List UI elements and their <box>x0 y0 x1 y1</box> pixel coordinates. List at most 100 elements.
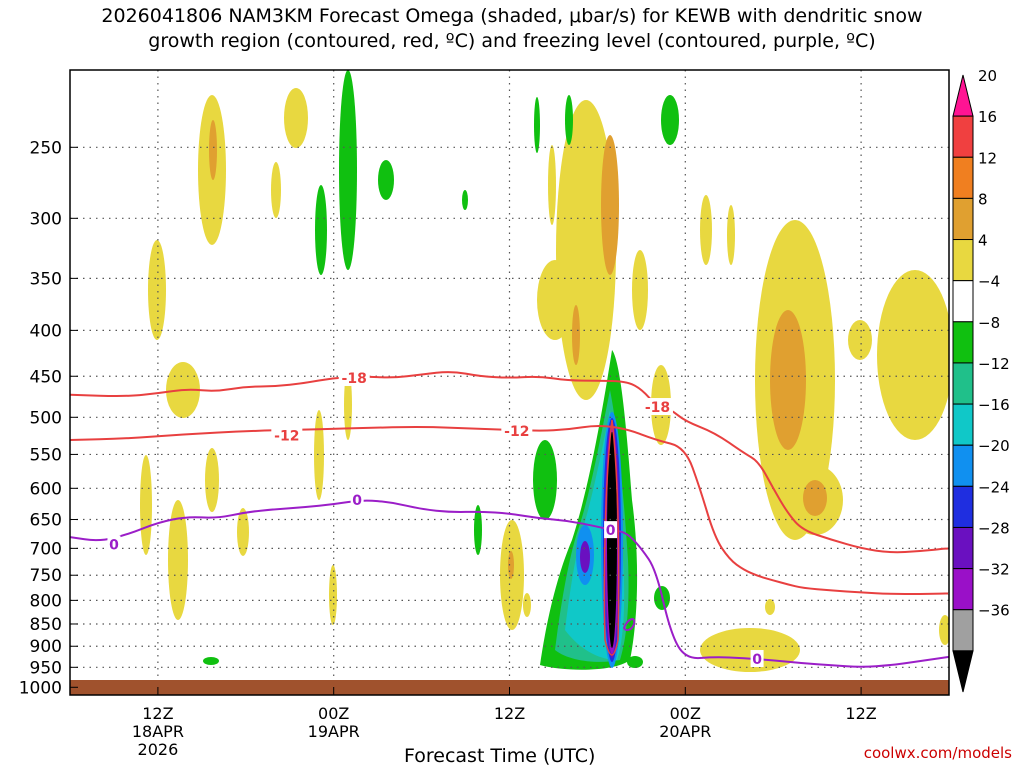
colorbar-swatch <box>952 115 974 158</box>
dgz-minus18-contour <box>70 371 949 554</box>
y-tick-label: 850 <box>30 615 62 635</box>
temperature-contours <box>70 371 949 668</box>
y-tick-label: 700 <box>30 539 62 559</box>
omega-blob <box>700 628 800 672</box>
colorbar-label: −20 <box>978 437 1010 455</box>
chart-title: 2026041806 NAM3KM Forecast Omega (shaded… <box>0 4 1024 54</box>
contour-label-bg <box>107 535 121 553</box>
omega-blob <box>548 145 556 225</box>
omega-blob <box>565 95 573 145</box>
contour-label: -12 <box>274 429 299 445</box>
y-tick-label: 950 <box>30 658 62 678</box>
colorbar-swatch <box>952 526 974 570</box>
omega-blob <box>344 370 352 440</box>
omega-blob <box>939 615 949 645</box>
colorbar-swatch <box>952 156 974 199</box>
omega-blob <box>148 240 166 340</box>
y-tick-label: 600 <box>30 479 62 499</box>
y-tick-label: 1000 <box>19 678 62 698</box>
contour-label-bg <box>350 490 364 508</box>
omega-blob <box>556 100 616 400</box>
colorbar-label: 12 <box>978 149 997 167</box>
colorbar-label: −36 <box>978 602 1010 620</box>
omega-blob <box>237 508 249 556</box>
grid-lines <box>70 70 949 695</box>
omega-blob <box>727 205 735 265</box>
contour-label: -12 <box>504 424 529 440</box>
credit-text: coolwx.com/models <box>863 744 1012 762</box>
dgz-minus12-contour <box>70 425 949 596</box>
contour-label-bg <box>338 368 370 386</box>
contour-label: 0 <box>752 652 762 668</box>
colorbar-swatch <box>952 239 974 282</box>
y-tick-label: 800 <box>30 591 62 611</box>
colorbar-label: 20 <box>978 67 997 85</box>
y-tick-label: 250 <box>30 138 62 158</box>
y-tick-label: 650 <box>30 510 62 530</box>
y-axis: 2503003504004505005506006507007508008509… <box>19 138 78 698</box>
freezing-level-contour <box>70 499 949 668</box>
colorbar-label: −8 <box>978 314 1000 332</box>
omega-blob <box>209 120 217 180</box>
contour-label: -18 <box>342 371 367 387</box>
y-tick-label: 900 <box>30 637 62 657</box>
x-tick-label: 12Z <box>142 704 173 723</box>
colorbar-label: −12 <box>978 355 1010 373</box>
y-tick-label: 400 <box>30 321 62 341</box>
y-tick-label: 750 <box>30 566 62 586</box>
omega-blob <box>271 162 281 218</box>
contour-label: 0 <box>606 523 616 539</box>
freezing-level-loop <box>622 618 636 632</box>
contour-label-bg <box>501 422 533 440</box>
omega-blob <box>572 305 580 365</box>
x-tick-label: 00Z <box>318 704 349 723</box>
x-tick-label: 18APR <box>132 722 184 741</box>
y-tick-label: 300 <box>30 209 62 229</box>
omega-blob <box>765 599 775 615</box>
omega-blob <box>803 480 827 516</box>
colorbar-label: 8 <box>978 190 988 208</box>
omega-blob <box>329 565 337 625</box>
omega-blob <box>601 135 619 275</box>
omega-shading <box>140 70 949 672</box>
colorbar-swatch <box>952 280 974 323</box>
omega-blob <box>534 97 540 153</box>
colorbar-swatch <box>952 485 974 528</box>
colorbar-label: −32 <box>978 561 1010 579</box>
omega-blob <box>848 320 872 360</box>
y-tick-label: 350 <box>30 269 62 289</box>
omega-blob <box>533 440 557 520</box>
omega-core-black <box>607 432 617 648</box>
dgz-core-outline <box>603 419 620 656</box>
omega-blob <box>462 190 468 210</box>
y-tick-label: 550 <box>30 445 62 465</box>
x-tick-label: 20APR <box>659 722 711 741</box>
omega-blob <box>877 270 949 440</box>
colorbar-swatch <box>952 74 974 117</box>
colorbar-swatch <box>952 362 974 405</box>
omega-blob <box>627 656 643 668</box>
omega-blob <box>203 657 219 665</box>
colorbar-label: −24 <box>978 478 1010 496</box>
title-line-2: growth region (contoured, red, ºC) and f… <box>148 30 876 52</box>
colorbar-label: −28 <box>978 520 1010 538</box>
colorbar-swatch <box>952 609 974 652</box>
colorbar-label: 4 <box>978 232 988 250</box>
omega-blob <box>339 70 357 270</box>
colorbar-swatch <box>952 197 974 241</box>
omega-blob <box>523 593 531 617</box>
omega-blob <box>474 505 482 555</box>
x-tick-label: 19APR <box>308 722 360 741</box>
contour-labels: -18 -18 -12 -12 0 0 0 0 <box>107 368 764 668</box>
x-axis-label: Forecast Time (UTC) <box>404 745 596 767</box>
x-tick-label: 00Z <box>670 704 701 723</box>
colorbar-label: 16 <box>978 108 997 126</box>
omega-blob <box>700 195 712 265</box>
y-tick-label: 500 <box>30 408 62 428</box>
omega-blob <box>770 310 806 450</box>
colorbar-swatch <box>952 403 974 446</box>
omega-blob <box>315 185 327 275</box>
omega-blob <box>284 88 308 148</box>
